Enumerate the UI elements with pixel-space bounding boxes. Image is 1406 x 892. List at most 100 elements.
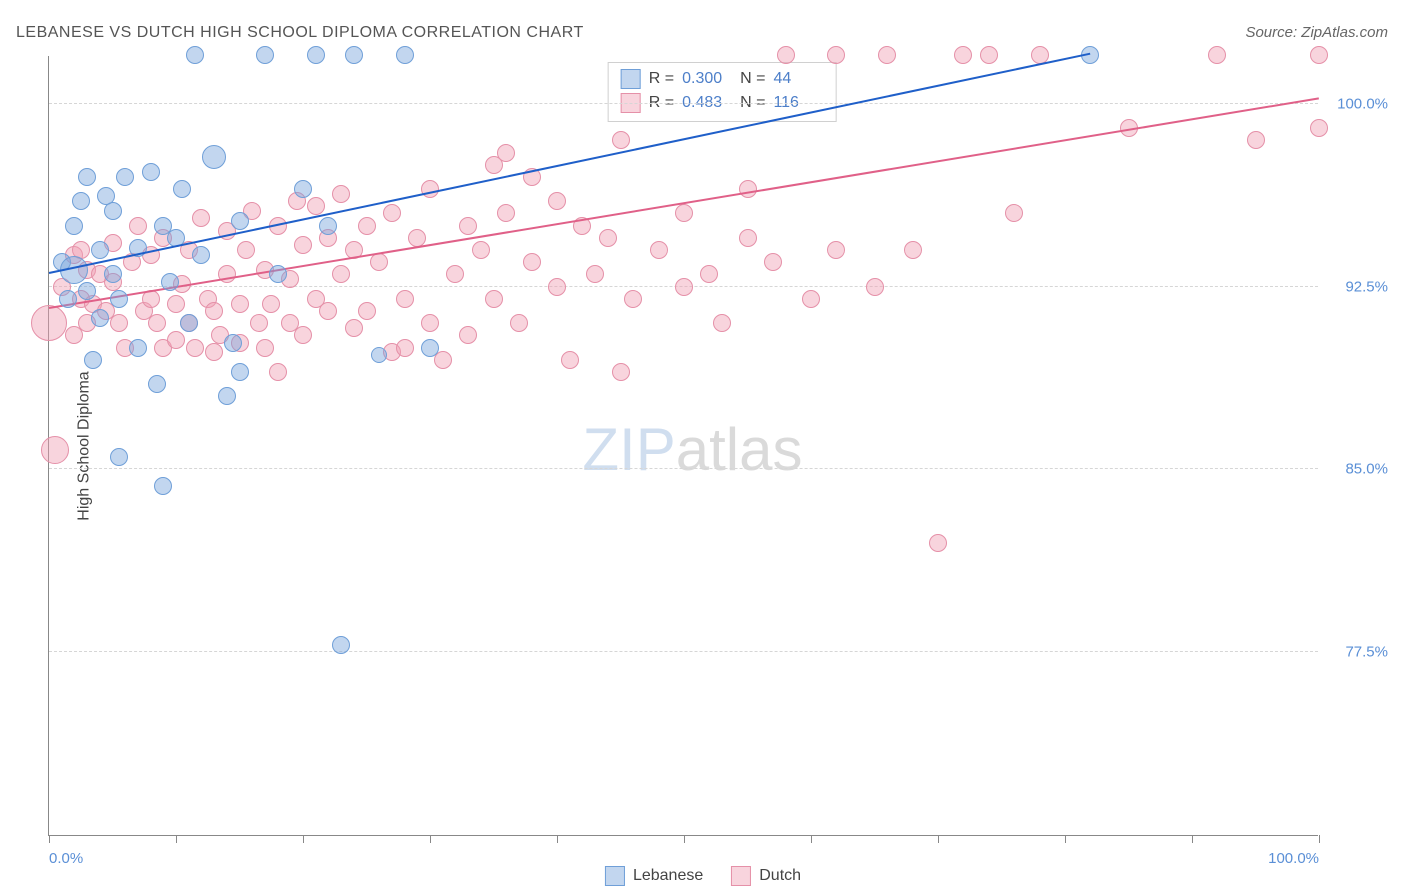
dutch-point	[1310, 119, 1328, 137]
lebanese-r-value: 0.300	[682, 70, 732, 88]
dutch-point	[148, 314, 166, 332]
lebanese-point	[65, 217, 83, 235]
lebanese-point	[84, 351, 102, 369]
dutch-point	[713, 314, 731, 332]
lebanese-point	[202, 145, 226, 169]
dutch-point	[370, 253, 388, 271]
dutch-point	[675, 278, 693, 296]
lebanese-point	[161, 273, 179, 291]
r-label: R =	[649, 70, 674, 88]
lebanese-point	[371, 347, 387, 363]
stats-row-lebanese: R = 0.300 N = 44	[621, 67, 824, 91]
lebanese-point	[307, 46, 325, 64]
y-tick-label: 77.5%	[1328, 644, 1388, 661]
lebanese-point	[396, 46, 414, 64]
dutch-point	[472, 241, 490, 259]
dutch-point	[446, 265, 464, 283]
dutch-point	[396, 290, 414, 308]
lebanese-point	[129, 339, 147, 357]
x-tick	[684, 835, 685, 843]
lebanese-point	[116, 168, 134, 186]
dutch-point	[802, 290, 820, 308]
lebanese-point	[231, 363, 249, 381]
dutch-point	[675, 204, 693, 222]
dutch-swatch-icon	[731, 866, 751, 886]
dutch-point	[739, 229, 757, 247]
dutch-point	[1005, 204, 1023, 222]
dutch-point	[777, 46, 795, 64]
lebanese-point	[294, 180, 312, 198]
dutch-point	[904, 241, 922, 259]
dutch-point	[827, 46, 845, 64]
watermark-zip: ZIP	[582, 416, 675, 483]
dutch-point	[739, 180, 757, 198]
dutch-point	[650, 241, 668, 259]
lebanese-point	[421, 339, 439, 357]
lebanese-point	[78, 282, 96, 300]
dutch-point	[548, 192, 566, 210]
legend: Lebanese Dutch	[605, 866, 801, 886]
dutch-point	[523, 253, 541, 271]
dutch-point	[1208, 46, 1226, 64]
dutch-point	[256, 339, 274, 357]
dutch-point	[167, 331, 185, 349]
dutch-point	[612, 131, 630, 149]
dutch-point	[485, 290, 503, 308]
x-tick	[1319, 835, 1320, 843]
dutch-point	[383, 204, 401, 222]
dutch-point	[421, 314, 439, 332]
legend-item-dutch: Dutch	[731, 866, 801, 886]
lebanese-point	[319, 217, 337, 235]
lebanese-point	[110, 448, 128, 466]
dutch-point	[269, 363, 287, 381]
y-tick-label: 100.0%	[1328, 95, 1388, 112]
lebanese-point	[148, 375, 166, 393]
x-tick-label: 100.0%	[1268, 850, 1319, 867]
lebanese-point	[192, 246, 210, 264]
dutch-point	[878, 46, 896, 64]
lebanese-point	[91, 309, 109, 327]
watermark: ZIPatlas	[582, 415, 802, 484]
lebanese-point	[269, 265, 287, 283]
x-tick	[1192, 835, 1193, 843]
lebanese-point	[218, 387, 236, 405]
dutch-point	[237, 241, 255, 259]
lebanese-point	[186, 46, 204, 64]
dutch-point	[586, 265, 604, 283]
lebanese-point	[180, 314, 198, 332]
x-tick	[176, 835, 177, 843]
dutch-point	[358, 217, 376, 235]
x-tick	[938, 835, 939, 843]
dutch-point	[497, 144, 515, 162]
dutch-point	[319, 302, 337, 320]
x-tick	[1065, 835, 1066, 843]
dutch-point	[612, 363, 630, 381]
lebanese-point	[231, 212, 249, 230]
lebanese-point	[72, 192, 90, 210]
x-tick	[430, 835, 431, 843]
lebanese-point	[110, 290, 128, 308]
gridline	[49, 468, 1318, 469]
lebanese-point	[224, 334, 242, 352]
lebanese-point	[59, 290, 77, 308]
dutch-point	[624, 290, 642, 308]
dutch-point	[1247, 131, 1265, 149]
dutch-point	[980, 46, 998, 64]
chart-title: LEBANESE VS DUTCH HIGH SCHOOL DIPLOMA CO…	[16, 24, 584, 42]
dutch-point	[929, 534, 947, 552]
legend-label-lebanese: Lebanese	[633, 867, 703, 885]
dutch-point	[358, 302, 376, 320]
dutch-point	[332, 265, 350, 283]
dutch-point	[167, 295, 185, 313]
legend-item-lebanese: Lebanese	[605, 866, 703, 886]
dutch-point	[294, 236, 312, 254]
lebanese-swatch-icon	[605, 866, 625, 886]
dutch-point	[459, 217, 477, 235]
dutch-point	[459, 326, 477, 344]
dutch-point	[497, 204, 515, 222]
x-tick	[303, 835, 304, 843]
dutch-point	[192, 209, 210, 227]
lebanese-point	[256, 46, 274, 64]
dutch-point	[294, 326, 312, 344]
dutch-point	[954, 46, 972, 64]
